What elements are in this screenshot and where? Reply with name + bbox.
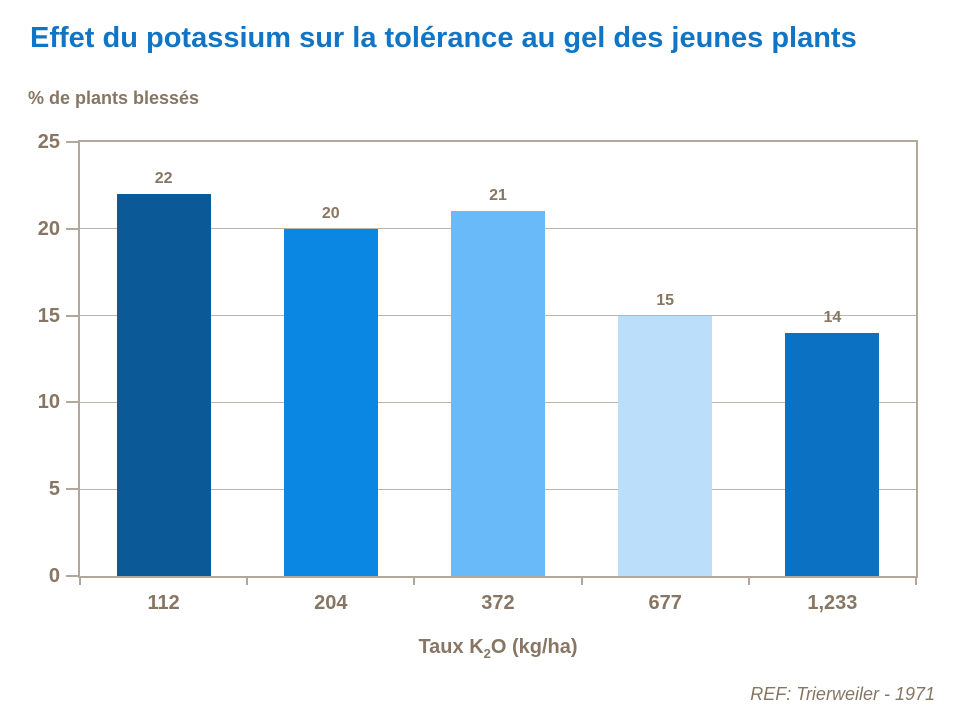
bar-value-label: 20 — [321, 204, 340, 222]
y-tick-15 — [66, 314, 78, 317]
x-category-label-1: 204 — [314, 592, 348, 614]
x-tick-0 — [79, 578, 81, 585]
bar-value-label: 22 — [154, 170, 173, 188]
x-axis-title-sub: 2 — [483, 646, 491, 661]
y-tick-label-5: 5 — [48, 478, 60, 501]
reference-note: REF: Trierweiler - 1971 — [750, 684, 935, 704]
y-tick-10 — [66, 401, 78, 404]
x-category-label-3: 677 — [648, 592, 682, 614]
x-category-label-0: 112 — [147, 592, 180, 614]
y-tick-label-20: 20 — [37, 217, 60, 240]
bar-204 — [283, 228, 378, 576]
x-tick-2 — [413, 578, 416, 585]
bar-1,233 — [785, 332, 880, 576]
x-category-label-2: 372 — [481, 592, 515, 614]
x-category-label-4: 1,233 — [807, 592, 858, 614]
x-tick-1 — [246, 578, 249, 585]
y-tick-5 — [66, 488, 78, 491]
y-tick-label-15: 15 — [37, 304, 60, 327]
bar-value-label: 14 — [823, 308, 842, 326]
x-axis-title-pre: Taux K — [418, 636, 484, 658]
x-tick-5 — [915, 578, 917, 585]
y-tick-25 — [66, 141, 78, 143]
y-tick-20 — [66, 227, 78, 230]
y-tick-label-25: 25 — [37, 131, 60, 153]
x-axis-title-post: O (kg/ha) — [490, 636, 578, 658]
y-axis-title: % de plants blessés — [28, 88, 200, 108]
y-tick-label-10: 10 — [37, 391, 60, 414]
bar-value-label: 21 — [489, 187, 507, 205]
chart-title: Effet du potassium sur la tolérance au g… — [30, 22, 857, 54]
x-axis-title: Taux K2O (kg/ha) — [78, 636, 918, 661]
bar-value-label: 15 — [656, 291, 675, 309]
bar-372 — [451, 211, 545, 576]
y-tick-0 — [66, 575, 78, 577]
bar-112 — [116, 194, 211, 576]
plot-area: 22 20 21 15 14 — [78, 140, 918, 578]
y-tick-label-0: 0 — [48, 565, 60, 587]
x-tick-3 — [580, 578, 583, 585]
bar-677 — [618, 315, 713, 576]
x-tick-4 — [747, 578, 750, 585]
